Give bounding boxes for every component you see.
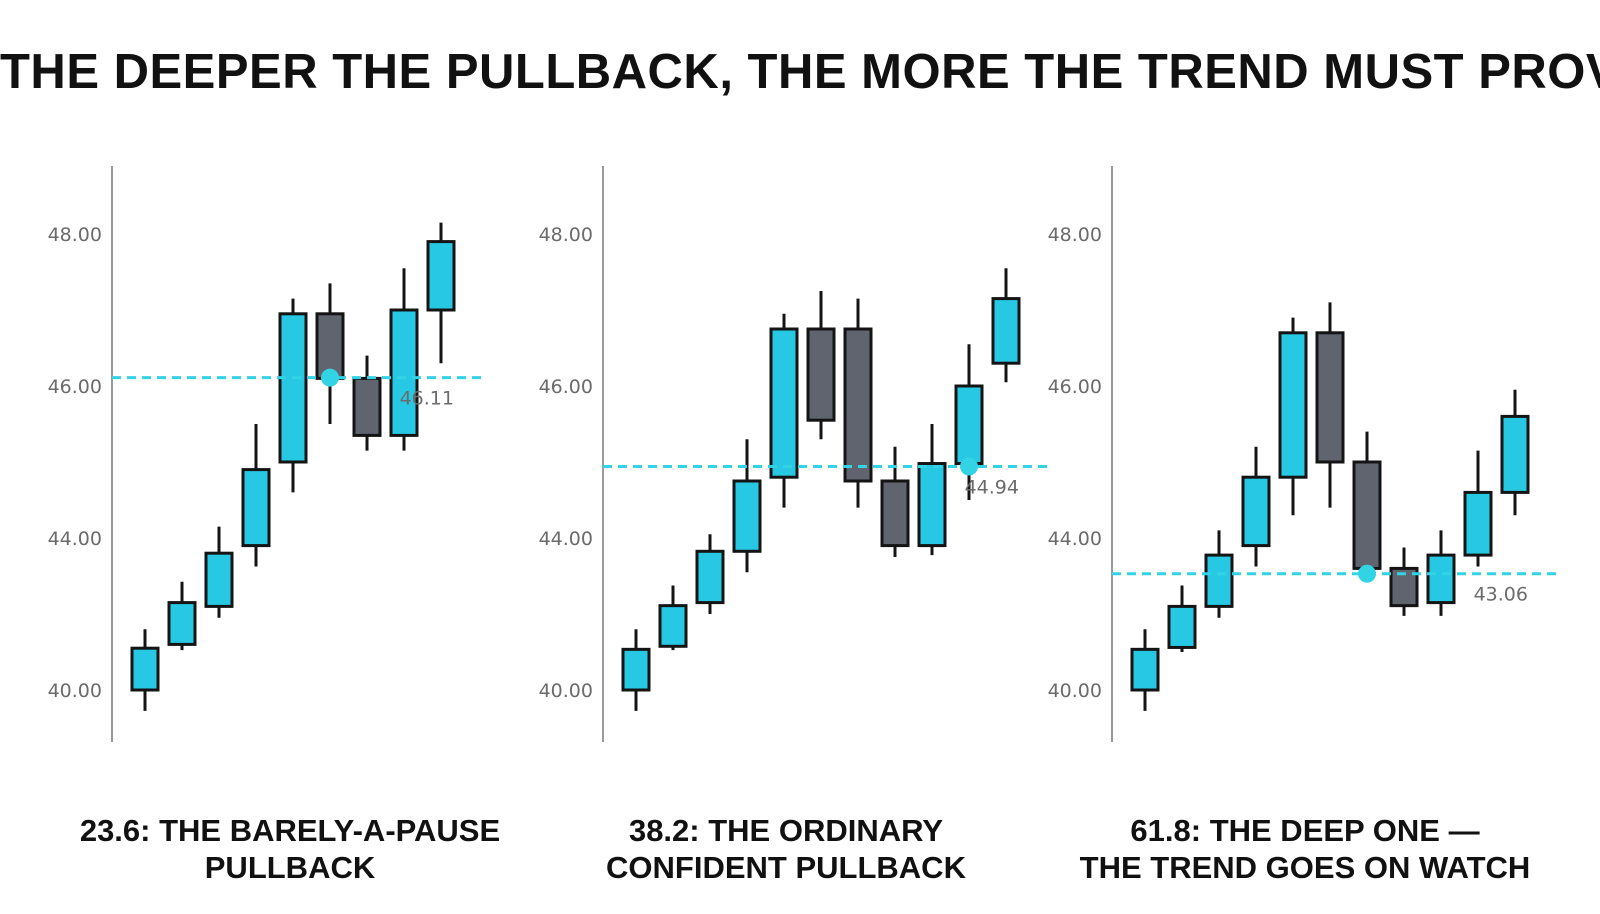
candle-2: [658, 585, 688, 651]
chart-panel-1: 40.00 44.00 46.00 48.00 46.11: [40, 150, 560, 750]
candle-body: [130, 646, 160, 692]
candle-body: [917, 462, 947, 548]
retracement-touch-dot: [1358, 564, 1376, 583]
y-tick-label-46.00: 46.00: [539, 376, 593, 398]
candle-10: [1463, 450, 1493, 567]
candle-body: [1500, 414, 1530, 494]
candle-body: [389, 308, 419, 437]
candlestick-chart-2: 40.00 44.00 46.00 48.00 44.94: [539, 166, 1047, 742]
candle-body: [1167, 604, 1197, 649]
candle-7: [352, 355, 382, 451]
retracement-level-label: 44.94: [965, 477, 1019, 499]
candle-5: [769, 313, 799, 508]
retracement-touch-dot: [960, 457, 978, 476]
candle-6: [315, 283, 345, 424]
candle-body: [695, 549, 725, 605]
candle-body: [241, 468, 271, 548]
candle-body: [1463, 490, 1493, 557]
candle-5: [1278, 317, 1308, 516]
y-tick-label-46.00: 46.00: [1048, 376, 1102, 398]
caption-2: 38.2: THE ORDINARY CONFIDENT PULLBACK: [526, 812, 1046, 886]
page-title: THE DEEPER THE PULLBACK, THE MORE THE TR…: [0, 45, 1600, 99]
candle-body: [1315, 331, 1345, 464]
caption-1: 23.6: THE BARELY-A-PAUSE PULLBACK: [30, 812, 550, 886]
candle-11: [1500, 389, 1530, 516]
candle-body: [352, 376, 382, 437]
y-tick-label-44.00: 44.00: [539, 528, 593, 550]
candle-body: [806, 327, 836, 422]
y-tick-label-40.00: 40.00: [1048, 680, 1102, 702]
candle-3: [1204, 530, 1234, 618]
candlestick-chart-1: 40.00 44.00 46.00 48.00 46.11: [48, 166, 482, 742]
candle-4: [732, 439, 762, 573]
candle-body: [1241, 475, 1271, 548]
candle-body: [167, 601, 197, 646]
candle-body: [1278, 331, 1308, 479]
candle-body: [843, 327, 873, 483]
candle-body: [278, 312, 308, 464]
y-tick-label-48.00: 48.00: [539, 224, 593, 246]
candle-3: [695, 534, 725, 614]
candle-6: [1315, 302, 1345, 508]
candle-body: [880, 479, 910, 548]
candle-body: [426, 240, 456, 312]
candle-body: [1426, 553, 1456, 605]
candle-body: [204, 551, 234, 608]
candle-11: [991, 268, 1021, 383]
caption-1-line-2: PULLBACK: [204, 850, 376, 885]
candle-body: [732, 479, 762, 553]
candle-body: [1352, 460, 1382, 570]
y-tick-label-48.00: 48.00: [1048, 224, 1102, 246]
candlestick-chart-3: 40.00 44.00 46.00 48.00 43.06: [1048, 166, 1556, 742]
retracement-touch-dot: [321, 368, 339, 387]
y-tick-label-48.00: 48.00: [48, 224, 102, 246]
caption-2-line-1: 38.2: THE ORDINARY: [628, 813, 944, 848]
candle-2: [167, 581, 197, 651]
candle-7: [1352, 431, 1382, 580]
candle-body: [1204, 553, 1234, 608]
candle-1: [130, 629, 160, 711]
candle-4: [1241, 446, 1271, 567]
candle-1: [1130, 629, 1160, 711]
candle-9: [1426, 530, 1456, 616]
candle-5: [278, 298, 308, 493]
candle-8: [880, 446, 910, 557]
y-tick-label-46.00: 46.00: [48, 376, 102, 398]
caption-3: 61.8: THE DEEP ONE — THE TREND GOES ON W…: [1045, 812, 1565, 886]
candle-9: [917, 424, 947, 556]
caption-2-line-2: CONFIDENT PULLBACK: [606, 850, 966, 885]
y-tick-label-40.00: 40.00: [48, 680, 102, 702]
caption-1-line-1: 23.6: THE BARELY-A-PAUSE: [79, 813, 501, 848]
retracement-level-label: 46.11: [400, 388, 454, 410]
y-tick-label-40.00: 40.00: [539, 680, 593, 702]
candle-body: [769, 327, 799, 479]
retracement-level-label: 43.06: [1474, 584, 1528, 606]
candle-8: [1389, 547, 1419, 616]
candle-1: [621, 629, 651, 711]
candle-body: [621, 647, 651, 692]
candle-body: [658, 604, 688, 648]
candle-8: [389, 268, 419, 451]
candle-body: [954, 384, 984, 466]
caption-3-line-1: 61.8: THE DEEP ONE —: [1130, 813, 1480, 848]
y-tick-label-44.00: 44.00: [48, 528, 102, 550]
candle-7: [843, 298, 873, 508]
caption-3-line-2: THE TREND GOES ON WATCH: [1079, 850, 1531, 885]
chart-panel-3: 40.00 44.00 46.00 48.00 43.06: [1040, 150, 1560, 750]
y-tick-label-44.00: 44.00: [1048, 528, 1102, 550]
candle-body: [1130, 647, 1160, 692]
candle-6: [806, 291, 836, 440]
candle-4: [241, 424, 271, 567]
candle-9: [426, 222, 456, 364]
candle-3: [204, 526, 234, 618]
chart-panel-2: 40.00 44.00 46.00 48.00 44.94: [531, 150, 1051, 750]
candle-2: [1167, 585, 1197, 652]
candle-body: [991, 297, 1021, 365]
